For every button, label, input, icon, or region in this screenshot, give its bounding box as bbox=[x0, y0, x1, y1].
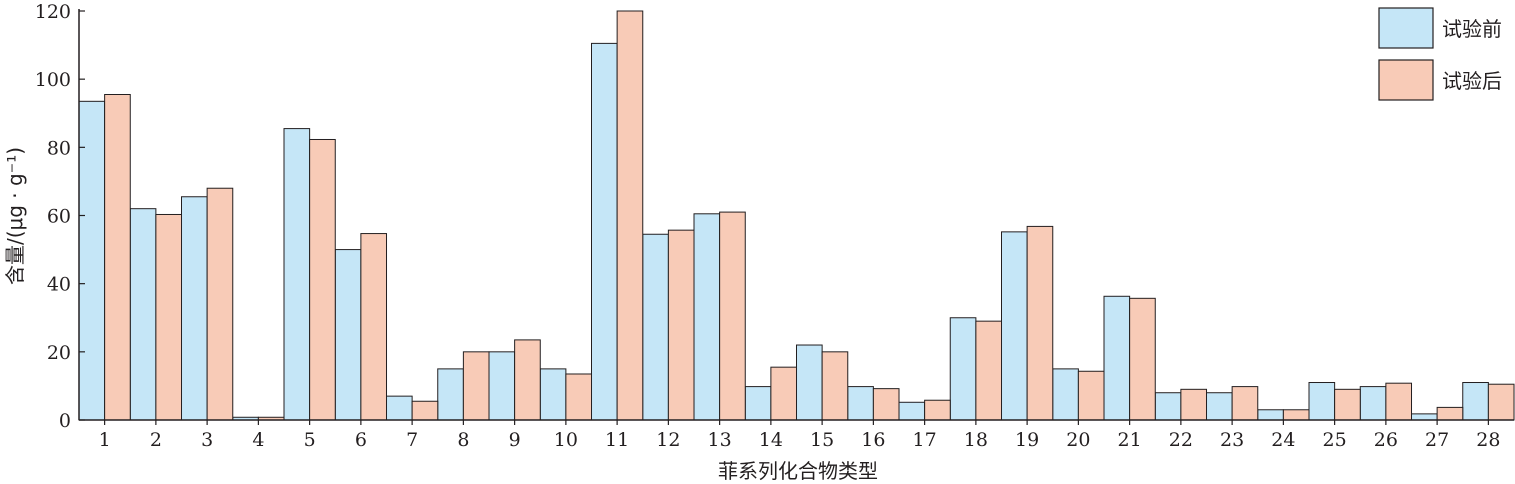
bar-series1-cat-14 bbox=[744, 386, 772, 421]
bar-series1-cat-16 bbox=[847, 386, 874, 421]
bar-series2-cat-3 bbox=[206, 187, 234, 421]
bar-series1-cat-2 bbox=[129, 208, 157, 421]
bar-series2-cat-11 bbox=[616, 10, 644, 421]
bar-series1-cat-13 bbox=[693, 213, 721, 421]
bar-series2-cat-15 bbox=[821, 351, 849, 421]
bar-series1-cat-20 bbox=[1052, 368, 1079, 421]
bar-series2-cat-22 bbox=[1180, 388, 1208, 421]
bar-series2-cat-8 bbox=[462, 351, 490, 421]
x-axis-label: 菲系列化合物类型 bbox=[718, 459, 878, 483]
bar-series2-cat-17 bbox=[924, 399, 951, 421]
legend-swatch-1 bbox=[1378, 7, 1434, 49]
x-tick-label: 22 bbox=[1169, 429, 1193, 451]
x-tick-label: 9 bbox=[509, 429, 521, 451]
bar-series1-cat-26 bbox=[1359, 386, 1387, 421]
x-tick-label: 13 bbox=[708, 429, 732, 451]
bar-series1-cat-21 bbox=[1103, 295, 1131, 421]
bar-series1-cat-11 bbox=[591, 42, 618, 421]
bar-series2-cat-13 bbox=[719, 211, 746, 421]
bar-series2-cat-10 bbox=[565, 373, 593, 421]
y-tick-label: 40 bbox=[47, 274, 71, 296]
bar-series1-cat-28 bbox=[1462, 382, 1489, 421]
x-tick-label: 21 bbox=[1118, 429, 1142, 451]
legend-label-1: 试验前 bbox=[1442, 17, 1502, 41]
x-tick-label: 11 bbox=[605, 429, 629, 451]
bar-series1-cat-1 bbox=[78, 100, 106, 421]
x-tick-label: 26 bbox=[1374, 429, 1398, 451]
bar-series1-cat-23 bbox=[1206, 392, 1233, 421]
bar-series1-cat-5 bbox=[283, 128, 311, 421]
bar-series2-cat-7 bbox=[411, 400, 439, 421]
bar-series2-cat-1 bbox=[104, 94, 131, 421]
y-tick-label: 80 bbox=[47, 137, 71, 159]
bar-series2-cat-25 bbox=[1334, 388, 1361, 421]
bar-series1-cat-12 bbox=[642, 233, 669, 421]
bar-series2-cat-28 bbox=[1487, 383, 1515, 421]
x-tick-label: 20 bbox=[1066, 429, 1090, 451]
legend-label-2: 试验后 bbox=[1442, 69, 1502, 93]
bar-series2-cat-9 bbox=[514, 339, 541, 421]
x-tick-label: 10 bbox=[554, 429, 578, 451]
x-tick-label: 18 bbox=[964, 429, 988, 451]
bar-series1-cat-18 bbox=[949, 317, 977, 421]
x-tick-label: 7 bbox=[406, 429, 418, 451]
x-tick-label: 1 bbox=[99, 429, 111, 451]
bar-series1-cat-15 bbox=[796, 344, 823, 421]
x-tick-label: 17 bbox=[913, 429, 937, 451]
x-tick-label: 27 bbox=[1425, 429, 1449, 451]
bar-series2-cat-6 bbox=[360, 233, 388, 421]
y-tick-label: 60 bbox=[47, 206, 71, 228]
bar-series2-cat-23 bbox=[1231, 386, 1259, 421]
bar-series2-cat-2 bbox=[155, 213, 183, 421]
bar-series2-cat-19 bbox=[1026, 225, 1054, 421]
x-tick-label: 24 bbox=[1271, 429, 1295, 451]
bar-series2-cat-18 bbox=[975, 320, 1003, 421]
bar-series2-cat-5 bbox=[309, 138, 336, 421]
bar-series2-cat-26 bbox=[1385, 382, 1413, 421]
bar-series2-cat-14 bbox=[770, 366, 798, 421]
bar-series1-cat-10 bbox=[539, 368, 567, 421]
y-tick-label: 100 bbox=[35, 69, 71, 91]
x-tick-label: 6 bbox=[355, 429, 367, 451]
bar-series2-cat-12 bbox=[667, 229, 695, 421]
bar-series2-cat-24 bbox=[1282, 409, 1310, 421]
bar-series2-cat-21 bbox=[1129, 297, 1156, 421]
x-tick-label: 16 bbox=[861, 429, 885, 451]
bar-series2-cat-20 bbox=[1077, 370, 1105, 421]
bar-series1-cat-22 bbox=[1154, 392, 1182, 421]
x-tick-label: 2 bbox=[150, 429, 162, 451]
bar-series2-cat-16 bbox=[872, 388, 900, 421]
x-tick-label: 8 bbox=[457, 429, 469, 451]
x-tick-label: 3 bbox=[201, 429, 213, 451]
x-tick-label: 19 bbox=[1015, 429, 1039, 451]
bar-series1-cat-17 bbox=[898, 401, 926, 421]
y-tick-label: 120 bbox=[35, 1, 71, 23]
bars-group bbox=[78, 10, 1515, 421]
y-tick-label: 20 bbox=[47, 342, 71, 364]
bar-series1-cat-25 bbox=[1308, 382, 1336, 421]
bar-series1-cat-8 bbox=[437, 368, 464, 421]
bar-series1-cat-7 bbox=[386, 395, 413, 421]
x-tick-label: 23 bbox=[1220, 429, 1244, 451]
bar-series1-cat-27 bbox=[1411, 413, 1438, 421]
x-tick-label: 15 bbox=[810, 429, 834, 451]
y-axis-label: 含量/(μg · g⁻¹) bbox=[3, 147, 27, 285]
y-tick-label: 0 bbox=[59, 410, 71, 432]
bar-series1-cat-9 bbox=[488, 351, 516, 421]
bar-series1-cat-3 bbox=[181, 196, 208, 421]
x-tick-label: 14 bbox=[759, 429, 783, 451]
legend-swatch-2 bbox=[1378, 59, 1434, 101]
bar-series1-cat-24 bbox=[1257, 409, 1284, 421]
x-tick-label: 12 bbox=[656, 429, 680, 451]
bar-series1-cat-6 bbox=[334, 249, 362, 421]
x-tick-label: 25 bbox=[1323, 429, 1347, 451]
x-tick-label: 28 bbox=[1476, 429, 1500, 451]
bar-series1-cat-19 bbox=[1001, 231, 1028, 421]
bar-series2-cat-27 bbox=[1436, 406, 1464, 421]
x-tick-label: 5 bbox=[304, 429, 316, 451]
x-tick-label: 4 bbox=[252, 429, 264, 451]
